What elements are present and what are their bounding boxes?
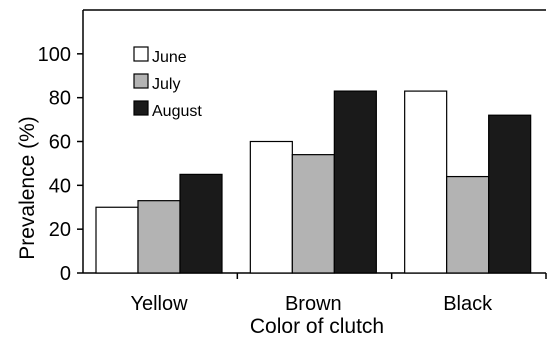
bars	[95, 90, 532, 274]
y-tick-label: 20	[49, 219, 71, 241]
y-tick-label: 100	[38, 44, 71, 66]
legend-swatch-august	[133, 100, 149, 116]
bar-june-yellow	[95, 206, 139, 274]
y-axis-title: Prevalence (%)	[16, 116, 39, 260]
bar-july-black	[446, 175, 490, 274]
bar-july-yellow	[137, 200, 181, 274]
legend-swatch-june	[133, 46, 149, 62]
y-axis-ticks: 0 20 40 60 80 100	[38, 44, 83, 285]
x-tick-label: Yellow	[130, 293, 188, 315]
bar-august-yellow	[179, 173, 223, 274]
bar-august-black	[488, 114, 532, 274]
bar-july-brown	[291, 154, 335, 274]
y-tick-label: 80	[49, 88, 71, 110]
x-axis-ticks	[236, 273, 547, 279]
bar-june-black	[404, 90, 448, 274]
bar-june-brown	[249, 140, 293, 274]
category-labels: Yellow Brown Black	[130, 293, 493, 315]
legend-label-june: June	[152, 49, 187, 66]
legend: June July August	[133, 46, 202, 120]
legend-swatch-july	[133, 73, 149, 89]
y-tick-label: 60	[49, 132, 71, 154]
x-axis-title: Color of clutch	[250, 315, 384, 338]
legend-label-july: July	[152, 76, 180, 93]
bar-august-brown	[333, 90, 377, 274]
x-tick-label: Brown	[285, 293, 342, 315]
legend-label-august: August	[152, 103, 202, 120]
y-tick-label: 40	[49, 175, 71, 197]
x-tick-label: Black	[443, 293, 493, 315]
y-tick-label: 0	[60, 263, 71, 285]
